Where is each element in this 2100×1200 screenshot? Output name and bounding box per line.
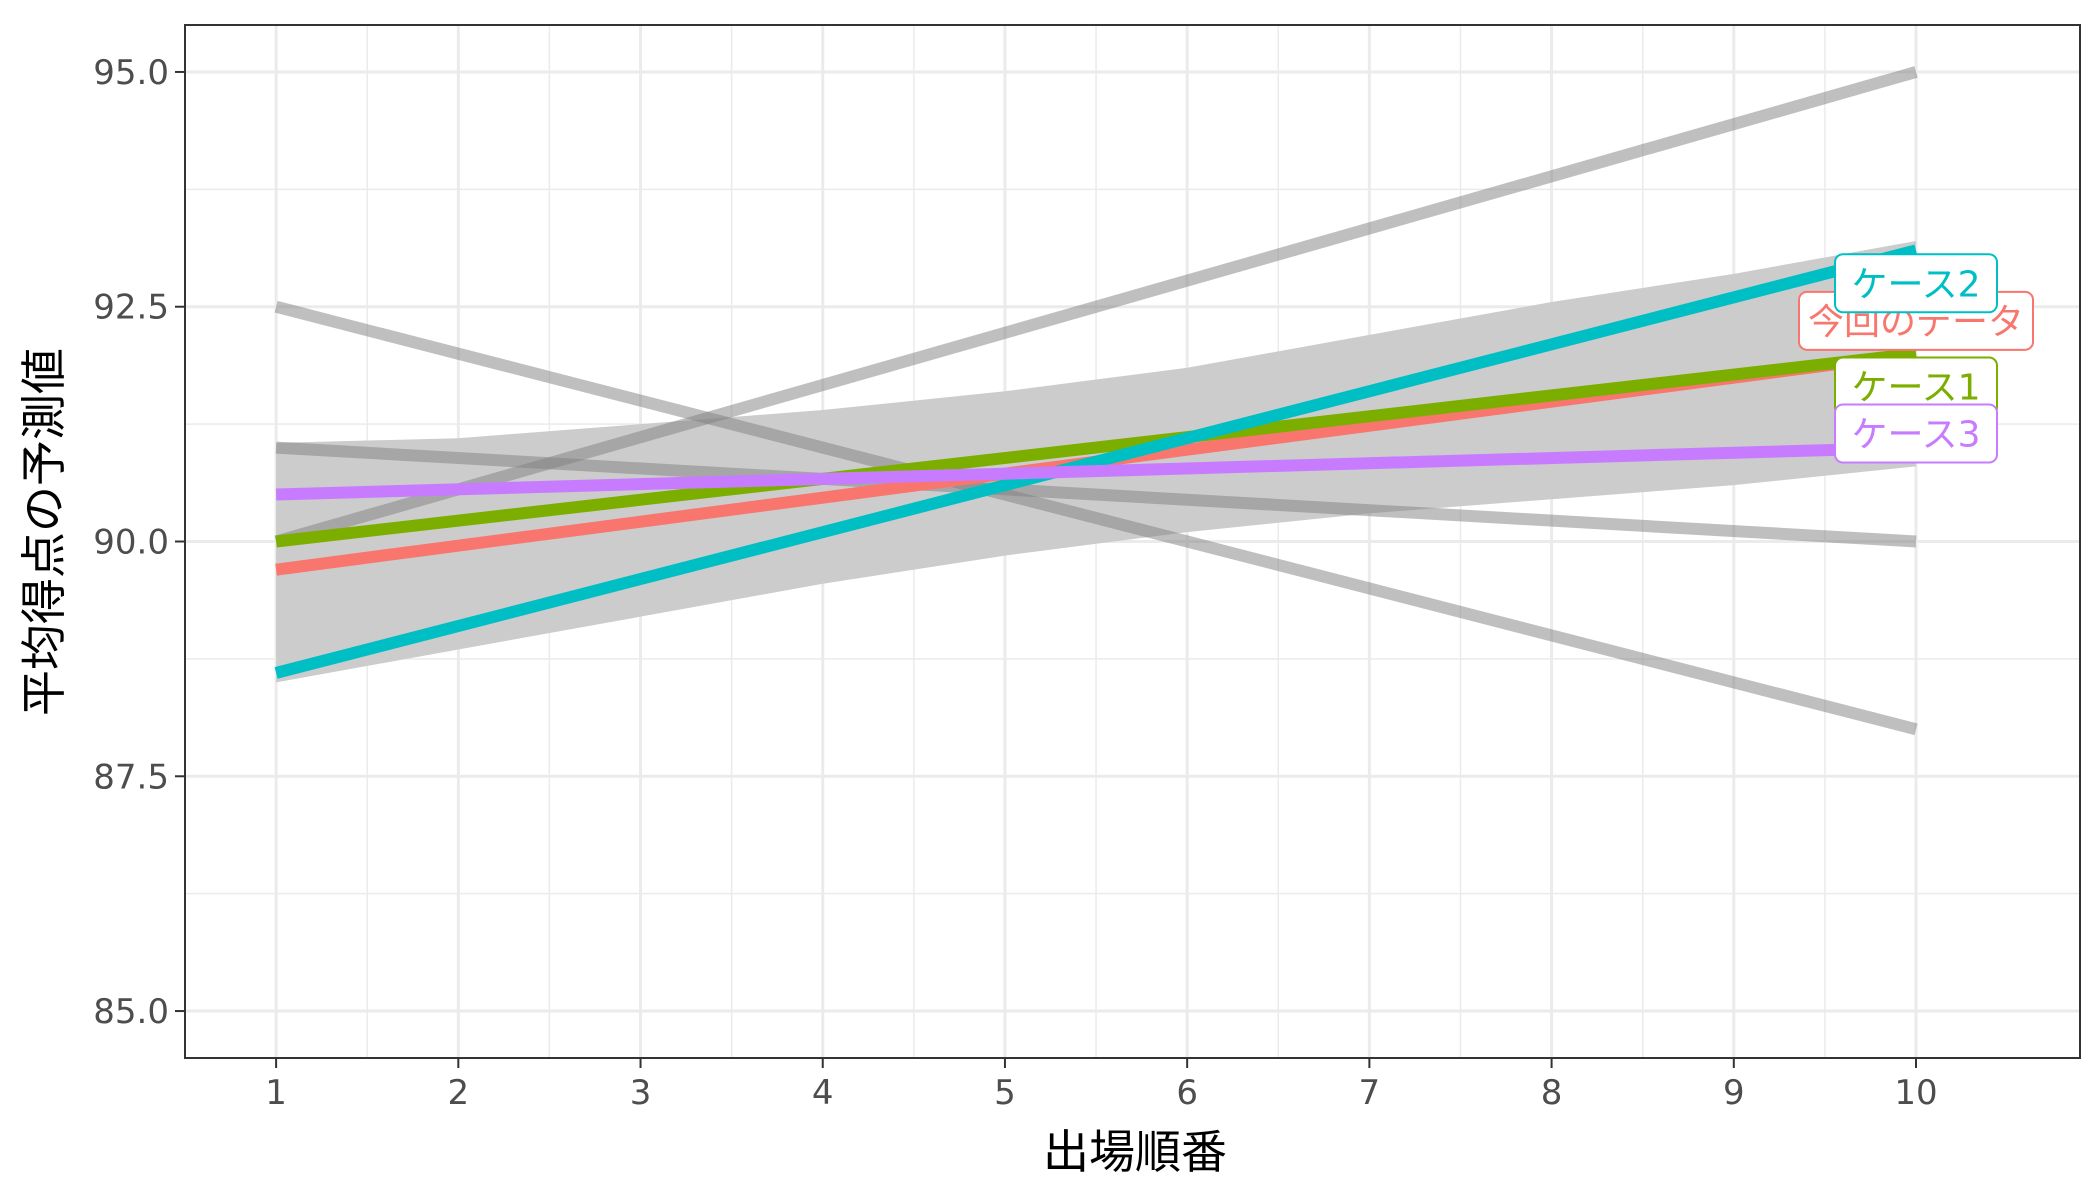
x-tick-label: 6 [1176, 1073, 1198, 1113]
x-tick-label: 1 [265, 1073, 287, 1113]
series-line [275, 441, 1917, 501]
x-tick-label: 7 [1359, 1073, 1381, 1113]
background-lines [274, 66, 1918, 736]
y-axis: 85.0 87.5 90.0 92.5 95.0 [93, 53, 185, 1032]
x-axis-title: 出場順番 [1043, 1125, 1227, 1179]
series-lines [274, 244, 1918, 679]
series-line [274, 244, 1918, 679]
x-tick-label: 10 [1894, 1073, 1937, 1113]
series-label: ケース2 [1834, 253, 1999, 314]
x-tick-label: 5 [994, 1073, 1016, 1113]
x-axis: 1 2 3 4 5 6 7 8 9 10 [265, 1058, 1938, 1113]
x-tick-label: 3 [630, 1073, 652, 1113]
series-label-box [1834, 253, 1999, 314]
y-tick-label: 92.5 [93, 288, 169, 328]
x-tick-label: 9 [1723, 1073, 1745, 1113]
series-label: ケース3 [1834, 403, 1999, 464]
series-line [275, 347, 1917, 548]
series-label-text: ケース3 [1851, 415, 1980, 456]
y-tick-label: 85.0 [93, 992, 169, 1032]
background-line [274, 300, 1918, 736]
series-label-text: ケース1 [1851, 368, 1980, 409]
x-tick-label: 4 [812, 1073, 834, 1113]
y-tick-label: 87.5 [93, 757, 169, 797]
series-label-text: ケース2 [1851, 264, 1980, 305]
x-tick-label: 2 [447, 1073, 469, 1113]
y-tick-label: 95.0 [93, 53, 169, 93]
y-axis-title: 平均得点の予測値 [17, 348, 71, 716]
x-tick-label: 8 [1541, 1073, 1563, 1113]
y-tick-label: 90.0 [93, 523, 169, 563]
background-line [275, 441, 1917, 548]
series-label-box [1834, 403, 1999, 464]
series-label: ケース1 [1834, 356, 1999, 417]
